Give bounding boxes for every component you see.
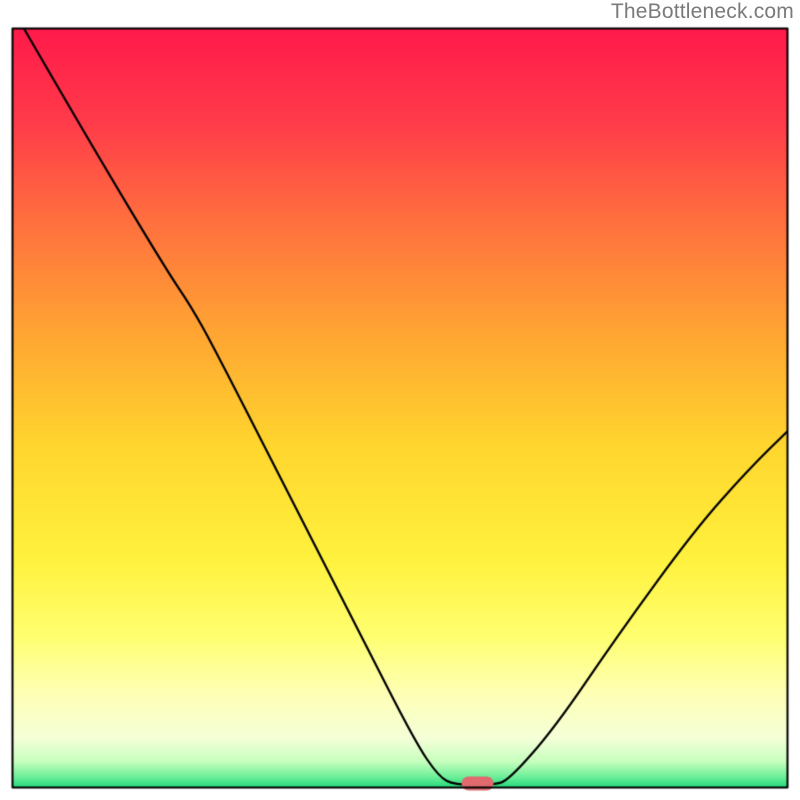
watermark-text: TheBottleneck.com [611, 0, 794, 24]
chart-container: TheBottleneck.com [0, 0, 800, 800]
bottleneck-chart-canvas [0, 0, 800, 800]
